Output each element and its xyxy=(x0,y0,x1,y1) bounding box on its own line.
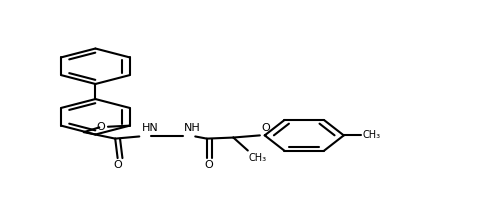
Text: O: O xyxy=(204,160,213,170)
Text: HN: HN xyxy=(141,123,158,133)
Text: CH₃: CH₃ xyxy=(362,130,379,140)
Text: CH₃: CH₃ xyxy=(248,153,266,163)
Text: O: O xyxy=(113,160,122,170)
Text: O: O xyxy=(97,122,106,132)
Text: O: O xyxy=(261,123,270,133)
Text: NH: NH xyxy=(183,123,200,133)
